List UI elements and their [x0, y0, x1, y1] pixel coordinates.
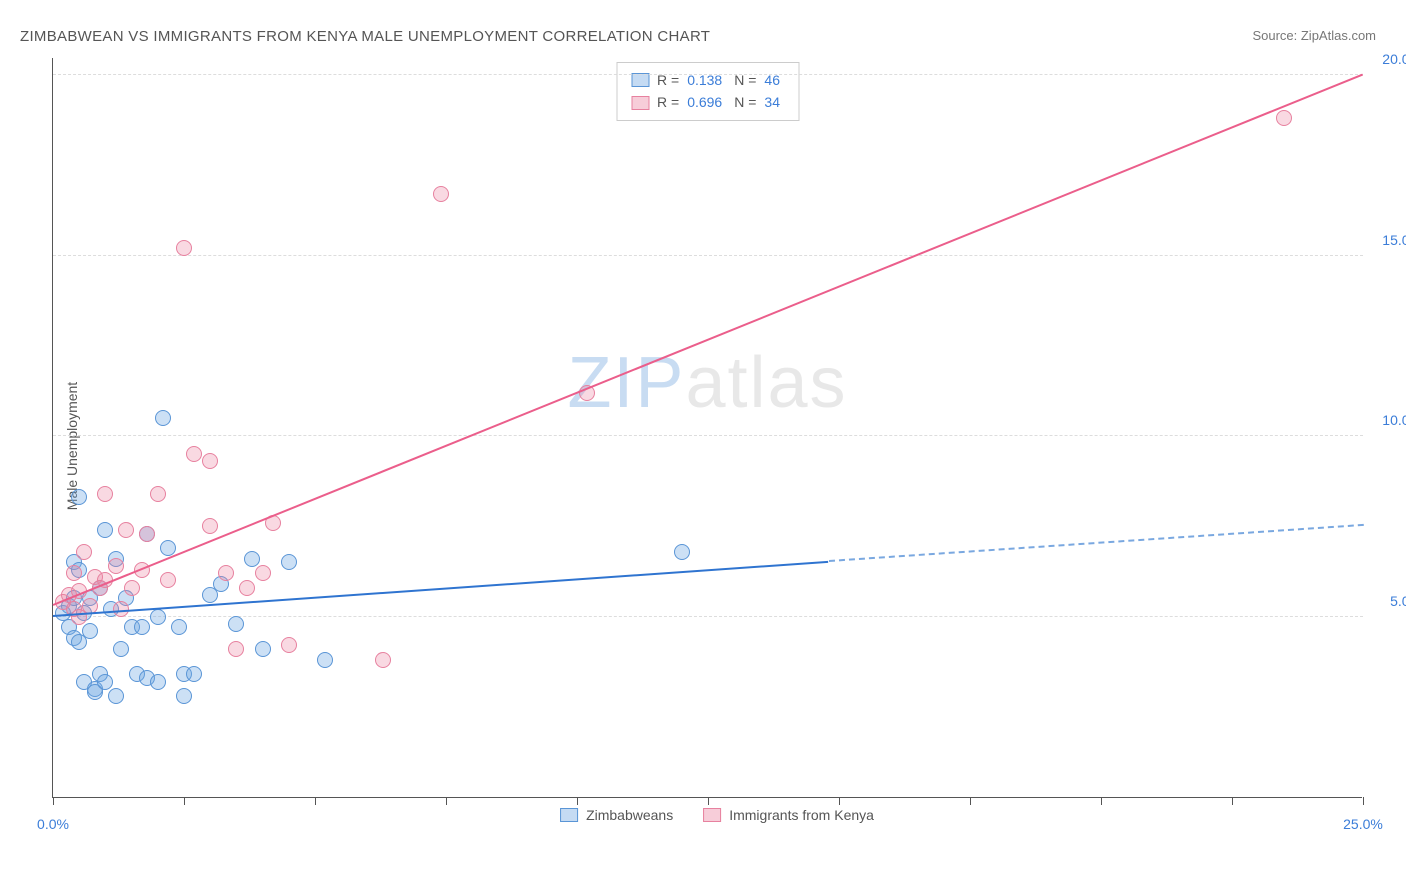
trend-line: [53, 560, 829, 616]
data-point: [139, 526, 155, 542]
data-point: [186, 666, 202, 682]
data-point: [433, 186, 449, 202]
data-point: [71, 489, 87, 505]
trend-line: [828, 524, 1363, 562]
x-tick-label: 0.0%: [37, 816, 69, 832]
n-label: N =: [734, 69, 756, 91]
stats-row: R = 0.696 N = 34: [631, 91, 784, 113]
x-tick: [53, 797, 54, 805]
data-point: [97, 522, 113, 538]
data-point: [176, 240, 192, 256]
data-point: [281, 554, 297, 570]
data-point: [160, 540, 176, 556]
data-point: [108, 558, 124, 574]
data-point: [202, 453, 218, 469]
data-point: [202, 518, 218, 534]
swatch-icon: [631, 73, 649, 87]
x-tick-label: 25.0%: [1343, 816, 1383, 832]
y-tick-label: 15.0%: [1382, 232, 1406, 248]
x-tick: [446, 797, 447, 805]
y-tick-label: 10.0%: [1382, 412, 1406, 428]
gridline: [53, 616, 1363, 617]
data-point: [244, 551, 260, 567]
y-tick-label: 20.0%: [1382, 51, 1406, 67]
gridline: [53, 74, 1363, 75]
data-point: [118, 522, 134, 538]
n-label: N =: [734, 91, 756, 113]
stats-row: R = 0.138 N = 46: [631, 69, 784, 91]
data-point: [108, 688, 124, 704]
data-point: [176, 688, 192, 704]
data-point: [674, 544, 690, 560]
x-tick: [970, 797, 971, 805]
data-point: [76, 544, 92, 560]
data-point: [228, 641, 244, 657]
data-point: [160, 572, 176, 588]
chart-container: ZIPatlas R =0.138N =46R =0.696N =34 5.0%…: [52, 58, 1382, 828]
swatch-icon: [560, 808, 578, 822]
gridline: [53, 435, 1363, 436]
r-label: R =: [657, 69, 679, 91]
data-point: [150, 486, 166, 502]
legend-item: Immigrants from Kenya: [703, 807, 874, 823]
x-tick: [839, 797, 840, 805]
r-label: R =: [657, 91, 679, 113]
data-point: [82, 623, 98, 639]
data-point: [218, 565, 234, 581]
data-point: [375, 652, 391, 668]
r-value: 0.696: [687, 91, 722, 113]
data-point: [66, 565, 82, 581]
legend-label: Zimbabweans: [586, 807, 673, 823]
data-point: [186, 446, 202, 462]
data-point: [228, 616, 244, 632]
x-tick: [577, 797, 578, 805]
data-point: [150, 609, 166, 625]
swatch-icon: [703, 808, 721, 822]
y-tick-label: 5.0%: [1390, 593, 1406, 609]
data-point: [1276, 110, 1292, 126]
x-tick: [1232, 797, 1233, 805]
source-attribution: Source: ZipAtlas.com: [1252, 28, 1376, 43]
legend-item: Zimbabweans: [560, 807, 673, 823]
data-point: [97, 486, 113, 502]
n-value: 46: [764, 69, 780, 91]
x-tick: [708, 797, 709, 805]
watermark: ZIPatlas: [567, 342, 847, 424]
data-point: [134, 619, 150, 635]
chart-title: ZIMBABWEAN VS IMMIGRANTS FROM KENYA MALE…: [20, 28, 710, 45]
data-point: [239, 580, 255, 596]
gridline: [53, 255, 1363, 256]
legend-label: Immigrants from Kenya: [729, 807, 874, 823]
x-tick: [184, 797, 185, 805]
n-value: 34: [764, 91, 780, 113]
data-point: [113, 641, 129, 657]
trend-line: [53, 73, 1364, 605]
r-value: 0.138: [687, 69, 722, 91]
data-point: [155, 410, 171, 426]
data-point: [97, 674, 113, 690]
swatch-icon: [631, 96, 649, 110]
stats-legend-box: R = 0.138 N = 46 R = 0.696 N = 34: [616, 62, 799, 121]
x-tick: [1363, 797, 1364, 805]
x-tick: [315, 797, 316, 805]
data-point: [124, 580, 140, 596]
data-point: [255, 641, 271, 657]
series-legend: Zimbabweans Immigrants from Kenya: [560, 807, 874, 823]
data-point: [255, 565, 271, 581]
plot-area: ZIPatlas R =0.138N =46R =0.696N =34 5.0%…: [52, 58, 1362, 798]
x-tick: [1101, 797, 1102, 805]
data-point: [171, 619, 187, 635]
data-point: [317, 652, 333, 668]
data-point: [150, 674, 166, 690]
data-point: [281, 637, 297, 653]
